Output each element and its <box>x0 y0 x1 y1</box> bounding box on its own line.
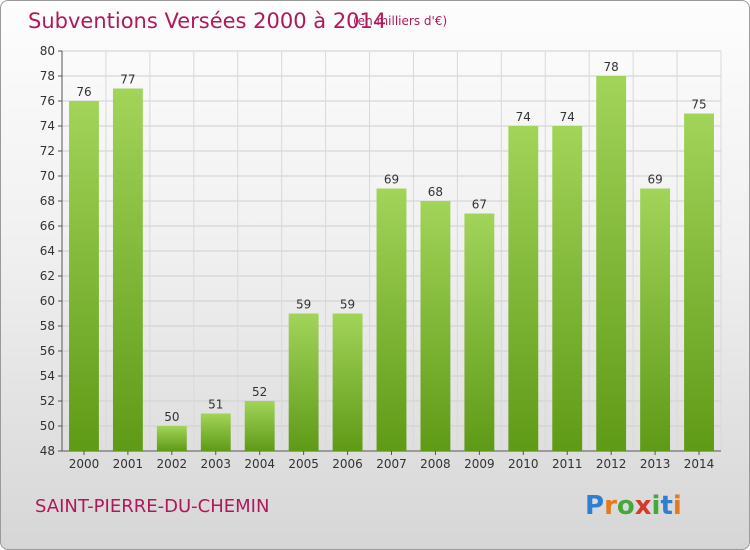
x-tick-label: 2013 <box>640 457 671 471</box>
x-tick-label: 2012 <box>596 457 627 471</box>
y-tick-label: 54 <box>40 369 55 383</box>
data-label: 75 <box>691 98 706 112</box>
x-tick-label: 2006 <box>332 457 363 471</box>
y-tick-labels: 48 50 52 54 56 58 60 62 64 66 68 70 72 74 76 78 80 <box>40 44 55 458</box>
bar-2001 <box>112 88 143 451</box>
bar-2002 <box>156 426 187 451</box>
x-tick-label: 2008 <box>420 457 451 471</box>
chart-subtitle: (en milliers d'€) <box>353 14 448 28</box>
x-tick-label: 2003 <box>200 457 231 471</box>
bar-2004 <box>244 401 275 451</box>
bars <box>69 76 714 451</box>
x-tick-label: 2007 <box>376 457 407 471</box>
x-tick-label: 2000 <box>69 457 100 471</box>
data-label: 74 <box>516 110 531 124</box>
y-tick-label: 74 <box>40 119 55 133</box>
data-label: 51 <box>208 398 223 412</box>
y-tick-label: 66 <box>40 219 55 233</box>
bar-2003 <box>200 413 231 451</box>
bar-2009 <box>464 213 495 451</box>
y-tick-label: 58 <box>40 319 55 333</box>
logo-letter: r <box>604 491 617 521</box>
x-tick-label: 2001 <box>113 457 144 471</box>
y-tick-label: 52 <box>40 394 55 408</box>
data-label: 67 <box>472 198 487 212</box>
bar-2012 <box>596 76 627 451</box>
commune-name: SAINT-PIERRE-DU-CHEMIN <box>35 496 270 517</box>
logo-letter: i <box>651 491 661 521</box>
y-tick-label: 80 <box>40 44 55 58</box>
bar-2008 <box>420 201 451 451</box>
y-tick-label: 76 <box>40 94 55 108</box>
logo-letter: P <box>585 491 605 521</box>
x-tick-label: 2011 <box>552 457 583 471</box>
data-label: 77 <box>120 73 135 87</box>
bar-2011 <box>552 126 583 451</box>
data-label: 74 <box>560 110 575 124</box>
y-tick-label: 50 <box>40 419 55 433</box>
y-tick-label: 60 <box>40 294 55 308</box>
data-label: 59 <box>296 298 311 312</box>
bar-2000 <box>69 101 99 451</box>
data-label: 50 <box>164 410 179 424</box>
x-tick-labels: 2000 2001 2002 2003 2004 2005 2006 2007 2008 2009… <box>69 457 715 471</box>
data-label: 59 <box>340 298 355 312</box>
logo-letter: o <box>616 491 635 521</box>
x-tick-label: 2004 <box>244 457 275 471</box>
bar-2005 <box>288 313 319 451</box>
proxiti-logo[interactable]: Proxiti <box>585 491 682 521</box>
chart-title: Subventions Versées 2000 à 2014 <box>28 9 387 33</box>
logo-letter: i <box>672 491 682 521</box>
y-tick-label: 72 <box>40 144 55 158</box>
x-tick-label: 2010 <box>508 457 539 471</box>
y-tick-label: 78 <box>40 69 55 83</box>
logo-letter: t <box>660 491 673 521</box>
x-tick-label: 2014 <box>684 457 715 471</box>
data-label: 69 <box>647 173 662 187</box>
bar-2007 <box>376 188 407 451</box>
y-tick-label: 62 <box>40 269 55 283</box>
data-label: 68 <box>428 185 443 199</box>
y-tick-label: 56 <box>40 344 55 358</box>
data-label: 78 <box>604 60 619 74</box>
y-tick-label: 48 <box>40 444 55 458</box>
y-tick-label: 64 <box>40 244 55 258</box>
bar-2014 <box>684 113 714 451</box>
bar-2006 <box>332 313 363 451</box>
x-tick-label: 2005 <box>288 457 319 471</box>
y-tick-label: 70 <box>40 169 55 183</box>
x-tick-label: 2009 <box>464 457 495 471</box>
data-label: 52 <box>252 385 267 399</box>
data-label: 69 <box>384 173 399 187</box>
bar-2013 <box>640 188 671 451</box>
data-label: 76 <box>76 85 91 99</box>
logo-letter: x <box>634 491 652 521</box>
bar-2010 <box>508 126 539 451</box>
y-tick-label: 68 <box>40 194 55 208</box>
data-labels: 76 77 50 51 52 59 59 69 68 67 74 74 78 69 75 <box>76 60 706 424</box>
x-tick-label: 2002 <box>157 457 188 471</box>
